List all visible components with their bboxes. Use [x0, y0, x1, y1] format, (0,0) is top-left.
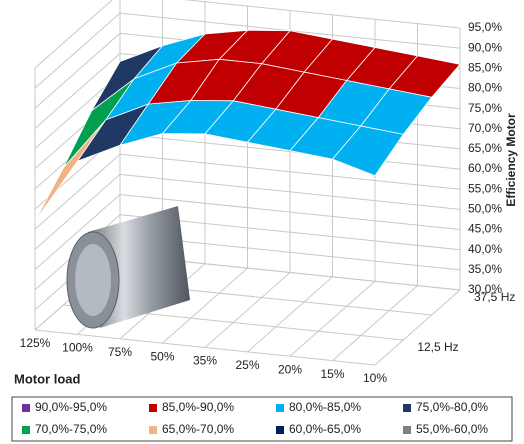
grid-line — [34, 32, 121, 109]
motor-image — [66, 206, 190, 329]
x-tick-label: 25% — [235, 358, 259, 372]
grid-line — [34, 0, 113, 69]
legend-label: 70,0%-75,0% — [35, 422, 107, 436]
x-tick-label: 125% — [20, 336, 51, 350]
legend-swatch — [403, 404, 411, 412]
legend: 90,0%-95,0% 85,0%-90,0% 80,0%-85,0% 75,0%-8… — [22, 400, 488, 436]
legend-label: 65,0%-70,0% — [162, 422, 234, 436]
legend-label: 85,0%-90,0% — [162, 400, 234, 414]
legend-swatch — [403, 426, 411, 434]
x-axis-title: Motor load — [14, 371, 80, 386]
legend-label: 90,0%-95,0% — [35, 400, 107, 414]
legend-swatch — [22, 404, 30, 412]
surface-cell — [331, 125, 404, 177]
x-tick-label: 20% — [278, 362, 302, 376]
grid-line — [34, 194, 121, 270]
z-tick-label: 90,0% — [468, 40, 502, 54]
legend-label: 55,0%-60,0% — [416, 422, 488, 436]
z-tick-label: 65,0% — [468, 141, 502, 155]
floor-line — [289, 280, 376, 357]
z-tick-label: 70,0% — [468, 121, 502, 135]
z-tick-label: 30,0% — [468, 282, 502, 296]
z-tick-label: 55,0% — [468, 181, 502, 195]
x-tick-label: 10% — [363, 371, 387, 385]
floor-line — [247, 276, 333, 353]
grid-line — [34, 174, 121, 250]
legend-swatch — [22, 426, 30, 434]
floor-line — [374, 289, 461, 366]
legend-label: 60,0%-65,0% — [289, 422, 361, 436]
x-tick-label: 50% — [150, 349, 174, 363]
z-tick-label: 95,0% — [468, 20, 502, 34]
z-tick-label: 75,0% — [468, 101, 502, 115]
grid-line — [34, 53, 121, 129]
floor-line — [332, 285, 418, 361]
z-tick-label: 50,0% — [468, 202, 502, 216]
z-tick-label: 85,0% — [468, 60, 502, 74]
grid-line — [34, 153, 121, 230]
floor-line — [34, 329, 376, 366]
x-tick-label: 75% — [108, 345, 132, 359]
z-tick-label: 35,0% — [468, 262, 502, 276]
grid-line — [34, 12, 121, 89]
z-tick-label: 80,0% — [468, 81, 502, 95]
floor-line — [162, 267, 248, 344]
z-tick-label: 40,0% — [468, 242, 502, 256]
cylinder-inner — [75, 244, 111, 316]
legend-swatch — [276, 404, 284, 412]
depth-tick-label: 37,5 Hz — [474, 290, 515, 304]
x-tick-label: 35% — [193, 354, 217, 368]
floor-line — [204, 272, 291, 348]
legend-swatch — [276, 426, 284, 434]
surface — [34, 29, 461, 222]
x-tick-label: 100% — [62, 341, 93, 355]
legend-swatch — [149, 426, 157, 434]
z-axis-title: Efficiency Motor — [504, 113, 518, 207]
legend-label: 80,0%-85,0% — [289, 400, 361, 414]
z-tick-label: 60,0% — [468, 161, 502, 175]
x-tick-label: 15% — [320, 367, 344, 381]
legend-label: 75,0%-80,0% — [416, 400, 488, 414]
legend-box — [11, 396, 513, 442]
depth-tick-label: 12,5 Hz — [417, 340, 458, 354]
z-tick-label: 45,0% — [468, 222, 502, 236]
legend-swatch — [149, 404, 157, 412]
